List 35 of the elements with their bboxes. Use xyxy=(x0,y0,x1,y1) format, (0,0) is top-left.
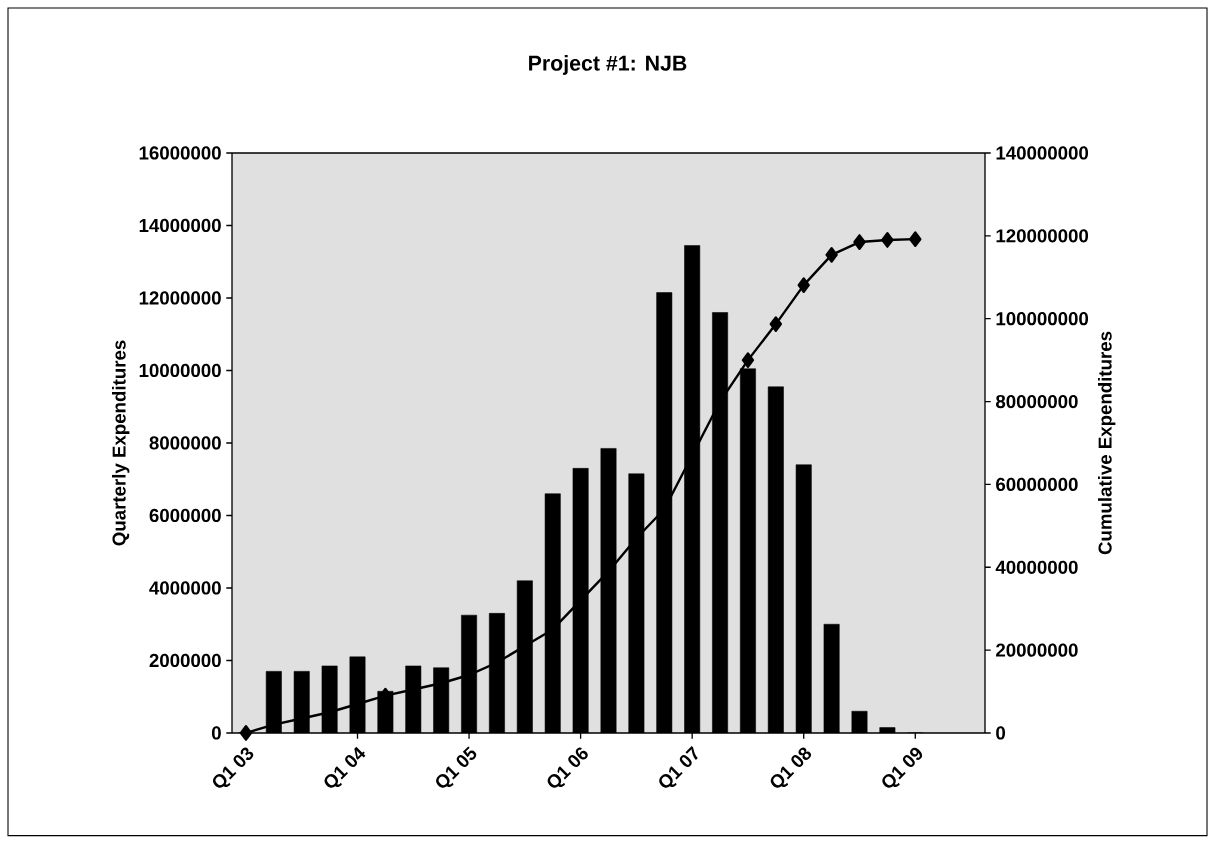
point xyxy=(769,316,783,332)
point xyxy=(741,352,755,368)
y2-tick-label: 120000000 xyxy=(996,229,1089,243)
y-tick-label: 10000000 xyxy=(139,363,221,378)
y-tick-label: 6000000 xyxy=(149,508,221,523)
point xyxy=(239,725,253,741)
point xyxy=(853,234,866,250)
y-tick-label: 0 xyxy=(211,726,221,740)
x-tick-label: Q1 09 xyxy=(882,747,923,788)
x-tick-label: Q1 06 xyxy=(547,747,588,788)
y-tick-label: 2000000 xyxy=(149,653,221,668)
y2-tick-label: 100000000 xyxy=(996,312,1089,326)
x-tick-label: Q1 03 xyxy=(212,747,254,788)
y2-tick-label: 60000000 xyxy=(996,477,1078,492)
y2-axis-title: Cumulative Expenditures xyxy=(1097,331,1116,555)
y2-tick-label: 140000000 xyxy=(996,146,1089,160)
x-tick-label: Q1 07 xyxy=(659,746,698,788)
point xyxy=(797,277,810,294)
x-tick-label: Q1 05 xyxy=(436,746,477,788)
y-axis-title: Quarterly Expenditures xyxy=(111,340,130,546)
point xyxy=(825,247,838,263)
y2-tick-label: 80000000 xyxy=(995,394,1078,409)
y-tick-label: 4000000 xyxy=(149,581,221,595)
y2-tick-label: 0 xyxy=(996,726,1006,740)
x-tick-label: Q1 04 xyxy=(324,746,366,788)
x-tick-label: Q1 08 xyxy=(770,747,812,788)
point xyxy=(909,231,922,248)
y-tick-label: 12000000 xyxy=(139,291,221,305)
y-tick-label: 16000000 xyxy=(139,146,221,160)
y2-tick-label: 40000000 xyxy=(995,560,1078,574)
y2-tick-label: 20000000 xyxy=(996,643,1078,657)
y-tick-label: 8000000 xyxy=(149,436,221,450)
point xyxy=(881,232,894,248)
y-tick-label: 14000000 xyxy=(139,218,221,233)
chart-title: Project #1: NJB xyxy=(529,55,687,75)
